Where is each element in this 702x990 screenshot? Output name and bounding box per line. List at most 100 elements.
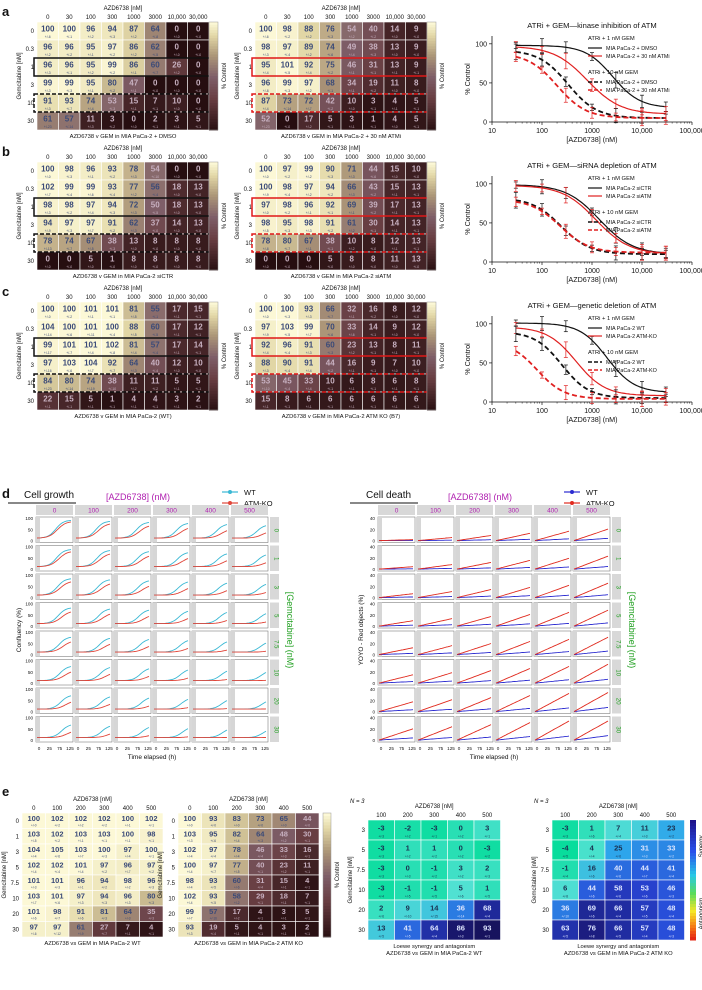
cell-sd: +/-2 (131, 387, 137, 391)
col-header-box (417, 505, 454, 515)
cell-sd: +/-2 (458, 835, 464, 839)
baseline-shade (456, 602, 460, 628)
cell-sd: +/-3 (458, 935, 464, 939)
colorbar-step (209, 388, 218, 392)
colorbar-step (427, 178, 436, 182)
cell-value: 80 (108, 78, 117, 87)
cell-sd: +/-2 (370, 35, 376, 39)
baseline-shade (417, 517, 421, 543)
row-tick: 0.3 (26, 47, 35, 53)
curve-atm-ko (76, 613, 111, 625)
row-header-box (612, 574, 621, 600)
row-tick: 10 (245, 241, 252, 247)
y-tick-label: 50 (28, 641, 34, 646)
cell-value: 32 (347, 304, 356, 313)
cell-value: 0 (175, 78, 180, 87)
cell-value: 3 (110, 114, 115, 123)
cell-sd: +/-3 (149, 917, 155, 921)
cell-sd: +/-10 (151, 175, 159, 179)
curve-atm-ko (232, 621, 267, 625)
cell-value: 97 (209, 861, 217, 870)
curve-atm-ko (232, 562, 267, 568)
cell-sd: +/-2 (370, 89, 376, 93)
curve-wt (534, 707, 570, 713)
cell-sd: +/-3 (131, 369, 137, 373)
cell-value: 0 (153, 78, 158, 87)
cell-sd: +/-1 (131, 89, 137, 93)
y-tick-label: 0 (372, 596, 375, 601)
cell-value: 9 (414, 60, 419, 69)
baseline-shade (573, 602, 577, 628)
row-tick: 3 (31, 223, 35, 229)
colorbar-step (209, 194, 218, 198)
col-tick: 400 (279, 806, 290, 812)
col-tick: 300 (325, 295, 336, 301)
cell-sd: +/-3 (281, 855, 287, 859)
colorbar-step (690, 874, 696, 878)
y-tick-label: 100 (25, 573, 33, 578)
cell-sd: +/-3 (370, 53, 376, 57)
cell-sd: +/-2 (669, 855, 675, 859)
curve-atm-ko (534, 638, 570, 656)
cell-value: 74 (86, 96, 95, 105)
cell-value: 0 (307, 254, 312, 263)
cell-sd: +/-1 (349, 369, 355, 373)
cell-value: 88 (304, 24, 313, 33)
baseline-shade (36, 688, 40, 714)
cell-value: 13 (412, 218, 421, 227)
cell-value: 1 (371, 114, 376, 123)
colorbar-step (427, 127, 436, 131)
colorbar-step (209, 38, 218, 42)
growth-subplot (377, 659, 416, 686)
curve-atm-ko (154, 736, 189, 739)
curve-atm-ko (379, 539, 414, 542)
block-title: Cell growth (24, 490, 74, 501)
colorbar-step (427, 32, 436, 36)
col-tick: 100 (86, 155, 97, 161)
col-tick: 30,000 (407, 15, 426, 21)
row-header-box (270, 545, 279, 571)
curve-wt (495, 566, 531, 570)
legend-label: MIA PaCa-2 siATM (606, 194, 652, 200)
cell-sd: +/-2 (485, 855, 491, 859)
cell-sd: +/-0 (263, 265, 269, 269)
azd-header: [AZD6738] (nM) (106, 492, 170, 502)
cell-value: 98 (53, 907, 61, 916)
legend-label: ATM-KO (586, 499, 615, 508)
y-tick-label: 0 (483, 260, 487, 267)
cell-sd: +/-7 (109, 369, 115, 373)
col-header-box (534, 505, 571, 515)
cell-value: 10 (347, 236, 356, 245)
baseline-shade (153, 631, 157, 657)
cell-sd: +/-0 (263, 175, 269, 179)
cell-value: 40 (256, 861, 264, 870)
cell-value: 6 (371, 394, 376, 403)
cell-value: 74 (326, 42, 335, 51)
cell-sd: +/-0 (195, 35, 201, 39)
cell-sd: +/-2 (327, 229, 333, 233)
colorbar-step (323, 899, 331, 904)
cell-value: 98 (261, 218, 270, 227)
colorbar-step (209, 326, 218, 330)
cell-sd: +/-1 (370, 229, 376, 233)
cell-sd: +/-3 (284, 315, 290, 319)
cell-value: 61 (77, 923, 85, 932)
colorbar-step (209, 339, 218, 343)
colorbar-step (209, 57, 218, 61)
cell-value: 100 (259, 182, 273, 191)
cell-sd: +/-2 (109, 125, 115, 129)
y-axis-label: Confluency (%) (16, 608, 23, 652)
colorbar-step (690, 877, 696, 881)
row-tick: 5 (546, 848, 550, 854)
curve-atm-ko (573, 528, 609, 542)
cell-value: 97 (209, 845, 217, 854)
growth-subplot (416, 573, 455, 600)
heatmap-caption: AZD6738 vs GEM in MIA PaCa-2 ATM KO (194, 941, 303, 947)
baseline-shade (153, 517, 157, 543)
colorbar-step (209, 396, 218, 400)
colorbar-step (323, 902, 331, 907)
cell-value: 102 (106, 340, 120, 349)
cell-value: 4 (305, 876, 310, 885)
colorbar: % Control (208, 301, 228, 411)
cell-value: 19 (369, 78, 378, 87)
